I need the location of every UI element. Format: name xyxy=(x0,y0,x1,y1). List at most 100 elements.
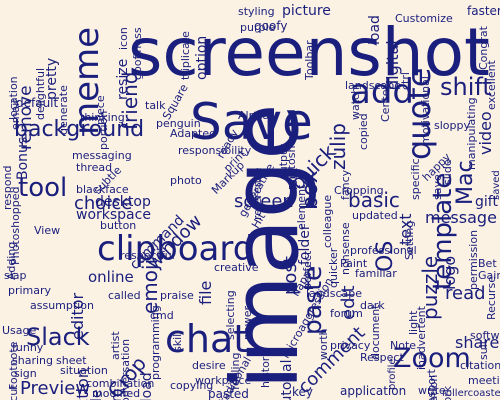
word-cloud-word: selecting xyxy=(224,290,237,340)
word-cloud-word: file xyxy=(196,280,215,305)
word-cloud-word: cmd xyxy=(150,309,174,322)
word-cloud-word: desire xyxy=(192,359,226,372)
word-cloud-word: Adapted xyxy=(170,127,217,140)
word-cloud-word: Preview xyxy=(20,378,91,399)
word-cloud-word: clipboard xyxy=(97,229,255,269)
word-cloud-word: rollercoaster xyxy=(442,388,500,399)
word-cloud-word: Cropping xyxy=(334,184,384,197)
word-cloud-word: creative xyxy=(214,261,259,274)
word-cloud-word: specific xyxy=(409,158,422,200)
word-cloud-word: application xyxy=(340,384,407,398)
word-cloud-word: Homework xyxy=(441,386,454,400)
word-cloud-word: document xyxy=(369,304,382,361)
word-cloud-word: situation xyxy=(60,364,108,377)
word-cloud-word: Paint xyxy=(340,257,368,270)
word-cloud-word: privacy xyxy=(330,339,371,352)
word-cloud-word: landscape xyxy=(345,79,402,92)
word-cloud-word: element xyxy=(295,184,308,230)
word-cloud-word: View xyxy=(34,224,61,237)
word-cloud-word: faster xyxy=(467,4,500,18)
word-cloud-word: manipulating xyxy=(465,97,478,170)
word-cloud-word: ctrl xyxy=(399,72,412,90)
word-cloud-word: permission xyxy=(467,229,480,290)
word-cloud-word: background xyxy=(14,117,145,142)
word-cloud-word: Setting xyxy=(403,220,416,260)
word-cloud-word: default xyxy=(16,96,59,110)
word-cloud-word: chat xyxy=(165,317,249,361)
word-cloud-word: option xyxy=(194,35,210,80)
word-cloud-word: talk xyxy=(145,99,166,112)
word-cloud-word: write xyxy=(418,384,446,397)
word-cloud-word: logo xyxy=(440,255,459,290)
word-cloud-word: styling xyxy=(238,5,275,18)
word-cloud-word: meeting xyxy=(468,374,500,387)
word-cloud-word: inadvertent xyxy=(415,306,428,370)
word-cloud-word: copied xyxy=(357,113,370,150)
word-cloud-word: combination xyxy=(86,377,155,390)
word-cloud-word: load xyxy=(367,15,383,45)
word-cloud-word: conversation xyxy=(119,338,132,400)
word-cloud-word: Customize xyxy=(395,12,453,25)
word-cloud-word: programming xyxy=(149,305,162,380)
word-cloud-word: motivational xyxy=(419,76,432,145)
word-cloud-word: skill xyxy=(171,330,184,352)
word-cloud-word: Photoshopped xyxy=(9,186,22,265)
word-cloud-word: landscape xyxy=(306,287,363,300)
word-cloud-word: primary xyxy=(8,284,52,297)
word-cloud-word: dark xyxy=(360,299,385,312)
word-cloud-word: fancy xyxy=(339,169,352,200)
word-cloud-word: Respect xyxy=(360,351,404,364)
word-cloud-word: praise xyxy=(160,289,194,302)
word-cloud-word: delightful xyxy=(34,67,47,120)
word-cloud-word: nonsense xyxy=(339,222,352,275)
word-cloud-word: Note xyxy=(390,339,417,352)
word-cloud-word: power xyxy=(241,306,254,340)
word-cloud-word: profile xyxy=(387,358,398,390)
word-cloud-word: transport xyxy=(425,369,438,400)
word-cloud-word: message xyxy=(425,208,497,227)
word-cloud-word: key xyxy=(292,385,314,399)
word-cloud-word: photoshop xyxy=(285,131,298,190)
word-cloud-word: gift xyxy=(475,194,498,210)
word-cloud-word: excellent xyxy=(485,60,498,110)
word-cloud-word: quicker xyxy=(327,247,340,288)
word-cloud-word: modified xyxy=(92,387,141,400)
word-cloud-word: Toolbar xyxy=(303,40,316,80)
word-cloud-word: citation xyxy=(460,359,500,372)
word-cloud-word: perfect xyxy=(301,250,314,290)
word-cloud-word: desktop xyxy=(95,194,151,210)
word-cloud-word: messaging xyxy=(72,149,132,162)
word-cloud-word: goofy xyxy=(254,19,288,33)
word-cloud-word: suit xyxy=(477,339,490,360)
word-cloud-word: Center xyxy=(379,84,392,122)
word-cloud-word: icon xyxy=(117,27,130,50)
word-cloud-word: share xyxy=(455,333,500,352)
word-cloud-word: Slack xyxy=(26,323,90,351)
word-cloud-word: workplace xyxy=(195,374,252,387)
word-cloud-word: button xyxy=(100,219,137,232)
word-cloud-word: sharing xyxy=(12,354,53,367)
word-cloud-word: assumption xyxy=(30,299,94,312)
word-cloud-word: Gain xyxy=(478,269,500,282)
word-cloud-word: read xyxy=(445,283,486,304)
word-cloud-word: colleague xyxy=(321,194,334,248)
word-cloud-word: resize xyxy=(115,58,131,100)
word-cloud-word: respectful xyxy=(120,249,175,262)
word-cloud-word: worth xyxy=(317,328,330,360)
word-cloud-word: saved xyxy=(491,170,500,200)
word-cloud-word: penguin xyxy=(156,117,201,130)
word-cloud-word: updated xyxy=(352,209,398,222)
word-cloud-word: generate xyxy=(57,85,70,135)
word-cloud-word: sign xyxy=(14,367,37,380)
word-cloud-word: sheet xyxy=(56,354,87,367)
word-cloud-word: tool xyxy=(18,173,68,203)
word-cloud-word: workspace xyxy=(76,207,151,223)
word-cloud-word: Save xyxy=(190,93,313,151)
word-cloud-word: basic xyxy=(348,188,400,212)
word-cloud-word: shift xyxy=(440,73,492,101)
word-cloud-word: picture xyxy=(282,3,331,19)
word-cloud-word: choice xyxy=(74,193,133,214)
word-cloud-word: goofiness xyxy=(131,27,144,80)
word-cloud-word: historic xyxy=(259,347,272,388)
word-cloud-word: sloppy xyxy=(434,119,470,132)
